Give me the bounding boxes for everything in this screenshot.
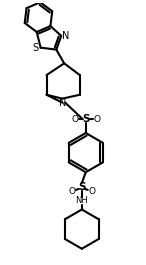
Text: NH: NH xyxy=(75,196,88,205)
Text: O: O xyxy=(88,187,95,196)
Text: O: O xyxy=(68,187,75,196)
Text: O: O xyxy=(93,115,100,124)
Text: N: N xyxy=(59,98,66,108)
Text: N: N xyxy=(62,31,70,41)
Text: O: O xyxy=(71,115,78,124)
Text: S: S xyxy=(78,182,86,192)
Text: S: S xyxy=(33,43,39,53)
Text: S: S xyxy=(82,114,89,124)
